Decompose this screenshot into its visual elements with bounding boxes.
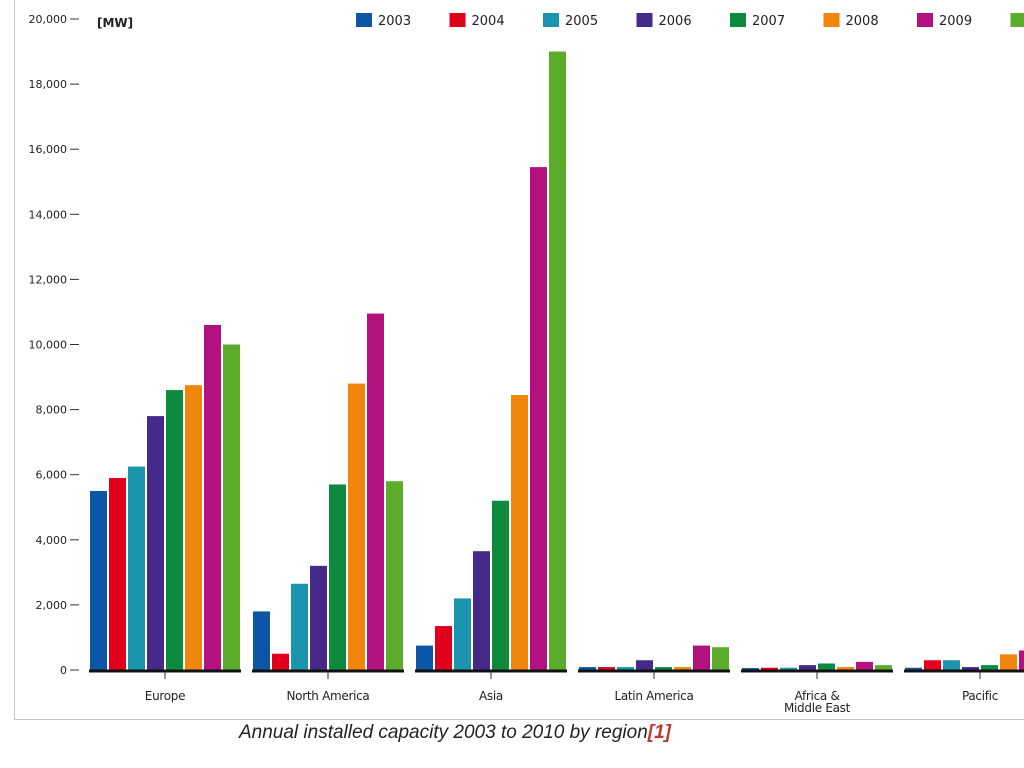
y-tick-label: 18,000 [29, 78, 68, 91]
bar [856, 661, 873, 670]
x-category-label: North America [287, 689, 370, 703]
bar [837, 667, 854, 670]
bar [1019, 650, 1024, 670]
bar [712, 647, 729, 670]
legend-swatch [356, 13, 372, 27]
chart-frame: 0 2,000 4,000 6,000 8,000 10,000 12,000 14,000 1… [14, 0, 1024, 720]
y-tick-label: 20,000 [29, 13, 68, 26]
bar [348, 383, 365, 670]
legend-swatch [823, 13, 840, 27]
bar [905, 667, 922, 670]
bar [416, 645, 433, 670]
bar [799, 665, 816, 670]
y-tick-label: 10,000 [29, 339, 68, 352]
legend-swatch [730, 13, 746, 27]
bar [223, 344, 240, 670]
bar [761, 667, 778, 670]
y-tick-label: 8,000 [36, 404, 68, 417]
bar [109, 477, 126, 670]
legend-swatch [1010, 13, 1024, 27]
x-category-label: Pacific [962, 689, 998, 703]
bar-chart: 0 2,000 4,000 6,000 8,000 10,000 12,000 14,000 1… [29, 13, 1024, 715]
bar [90, 490, 107, 670]
bar [742, 668, 759, 670]
y-tick-label: 4,000 [36, 534, 68, 547]
x-category-label: Middle East [784, 701, 851, 715]
bar [617, 667, 634, 670]
bar [185, 385, 202, 670]
bar [549, 51, 566, 671]
bar [473, 551, 490, 670]
bar [598, 667, 615, 670]
legend-label: 2007 [752, 14, 785, 29]
x-category-label: Latin America [614, 689, 693, 703]
legend-swatch [449, 13, 466, 27]
bar [386, 481, 403, 670]
x-category-label: Europe [145, 689, 185, 703]
unit-label: [MW] [97, 16, 133, 30]
y-tick-label: 12,000 [29, 273, 68, 286]
x-axis: Europe North America Asia Latin America Afri… [70, 669, 1024, 715]
x-category-label: Africa & [795, 689, 840, 703]
legend-label: 2008 [846, 14, 879, 29]
bar [962, 667, 979, 670]
bar [693, 645, 710, 670]
y-tick-label: 2,000 [36, 599, 68, 612]
bar [511, 394, 528, 670]
bar [875, 665, 892, 670]
caption-text: Annual installed capacity 2003 to 2010 b… [238, 722, 648, 743]
bar [530, 167, 547, 671]
bar [818, 663, 835, 670]
x-category-label: Asia [479, 689, 503, 703]
legend-label: 2005 [565, 14, 598, 29]
y-axis: 0 2,000 4,000 6,000 8,000 10,000 12,000 14,000 1… [29, 13, 79, 677]
bar [310, 565, 327, 670]
legend-swatch [636, 13, 653, 27]
legend-label: 2003 [378, 14, 411, 29]
legend: 2003 2004 2005 2006 2007 2008 2009 [356, 13, 1024, 29]
bar [367, 313, 384, 670]
legend-label: 2004 [472, 14, 505, 29]
bar [435, 626, 452, 670]
bars-group [90, 51, 1024, 671]
bar [924, 660, 941, 670]
bar [291, 583, 308, 670]
bar [253, 611, 270, 670]
bar [780, 667, 797, 670]
legend-label: 2006 [659, 14, 692, 29]
bar [329, 484, 346, 670]
bar [636, 660, 653, 670]
bar [454, 598, 471, 670]
legend-label: 2009 [939, 14, 972, 29]
bar [579, 667, 596, 670]
bar [492, 500, 509, 670]
bar [1000, 654, 1017, 670]
legend-swatch [917, 13, 933, 27]
bar [128, 466, 145, 670]
bar [981, 665, 998, 670]
bar [655, 667, 672, 670]
bar [943, 660, 960, 670]
bar [147, 416, 164, 670]
y-tick-label: 16,000 [29, 143, 68, 156]
y-tick-label: 0 [60, 664, 67, 677]
bar [166, 390, 183, 670]
caption-reference-link[interactable]: [1] [647, 722, 672, 743]
figure-caption: Annual installed capacity 2003 to 2010 b… [0, 722, 910, 744]
bar [272, 653, 289, 670]
y-tick-label: 14,000 [29, 208, 68, 221]
legend-swatch [543, 13, 559, 27]
bar [674, 667, 691, 670]
y-tick-label: 6,000 [36, 469, 68, 482]
bar [204, 324, 221, 670]
